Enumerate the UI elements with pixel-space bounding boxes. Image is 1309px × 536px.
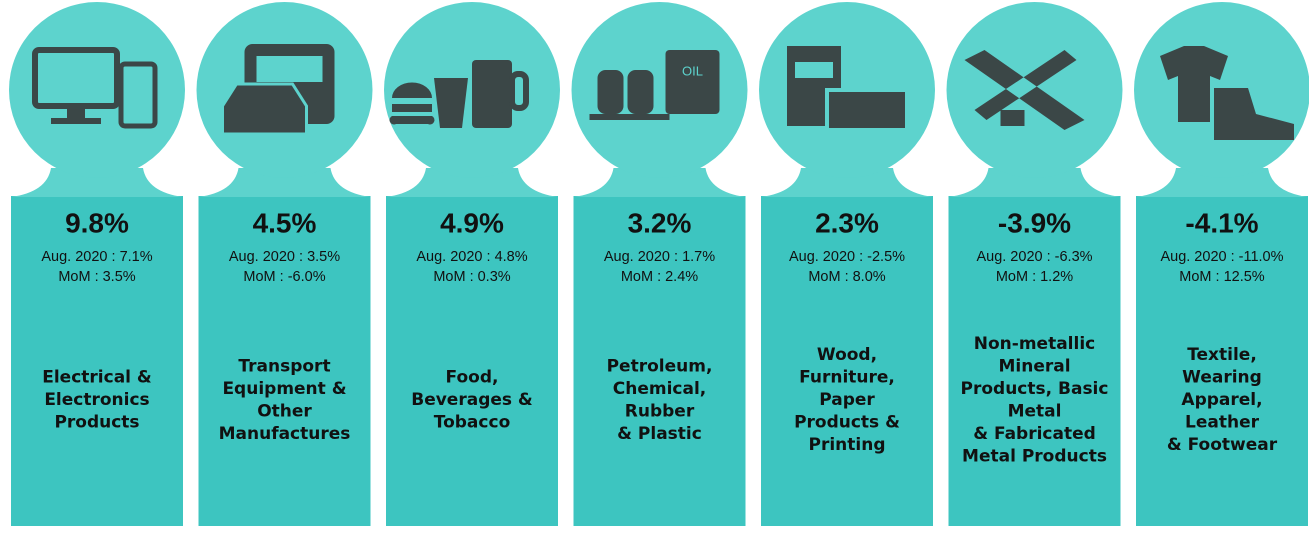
icon [795,62,833,78]
growth-value: 4.9% [440,207,504,238]
sector-label: Petroleum, [607,356,713,376]
sector-label: & Plastic [617,424,702,444]
icon [1160,46,1228,122]
card-neck [1136,168,1308,197]
icon [256,56,323,82]
sector-label: Rubber [625,401,695,421]
sector-label: Food, [446,368,499,388]
card-neck [11,168,183,197]
card-body [198,196,371,526]
card-head [9,2,185,178]
sector-label: Metal [1008,401,1062,421]
icon [67,106,85,120]
sector-label: Non-metallic [974,334,1095,354]
icon [509,71,529,111]
sector-label: Textile, [1187,345,1257,365]
aug-value: Aug. 2020 : 7.1% [41,249,152,265]
sector-label: Furniture, [799,368,895,388]
sector-label: Electronics [44,390,149,410]
aug-value: Aug. 2020 : 1.7% [604,249,715,265]
sector-label: Wearing [1182,368,1262,388]
aug-value: Aug. 2020 : -11.0% [1160,249,1283,265]
sector-label: Tobacco [434,413,511,433]
growth-value: -3.9% [998,207,1071,238]
card: 4.9% Aug. 2020 : 4.8% MoM : 0.3% Food,Bever… [384,2,560,526]
sector-label: Products, Basic [961,379,1109,399]
icon [1214,88,1294,140]
icon [825,88,909,132]
sector-label: Leather [1185,413,1260,433]
icon [627,70,654,114]
card-body [386,196,558,526]
aug-value: Aug. 2020 : 3.5% [229,249,340,265]
card-neck [573,168,746,197]
mom-value: MoM : 3.5% [58,269,135,285]
icon [665,50,720,114]
card-neck [761,168,933,197]
aug-value: Aug. 2020 : -6.3% [976,249,1092,265]
mom-value: MoM : 1.2% [996,269,1073,285]
sector-label: Products & [794,413,900,433]
icon-text: OIL [682,63,703,78]
icon [1000,110,1025,126]
sector-label: Equipment & [222,379,346,399]
aug-value: Aug. 2020 : -2.5% [789,249,905,265]
icon [597,70,624,114]
growth-value: 9.8% [65,207,129,238]
mom-value: MoM : -6.0% [243,269,325,285]
sector-label: Metal Products [962,446,1107,466]
icon [51,118,101,124]
sector-label: & Footwear [1167,435,1278,455]
sector-label: Manufactures [219,424,351,444]
sector-label: Transport [238,356,330,376]
sector-label: & Fabricated [973,424,1096,444]
sector-label: Printing [809,435,886,455]
card-body [948,196,1121,526]
sector-label: Products [54,413,139,433]
icon [472,60,512,128]
card-neck [948,168,1121,197]
card: -4.1% Aug. 2020 : -11.0% MoM : 12.5% Textil… [1134,2,1309,526]
icon [964,50,1085,130]
card-neck [386,168,558,197]
sector-label: Other [257,401,312,421]
card-head [571,2,748,178]
icon [221,82,308,136]
card-body [11,196,183,526]
card: 4.5% Aug. 2020 : 3.5% MoM : -6.0% Transport… [196,2,373,526]
card: OIL 3.2% Aug. 2020 : 1.7% MoM : 2.4% Petrole… [571,2,748,526]
growth-value: 3.2% [628,207,692,238]
sector-label: Beverages & [411,390,533,410]
icon [118,61,158,129]
growth-value: -4.1% [1185,207,1258,238]
card-body [761,196,933,526]
card-body [1136,196,1308,526]
card: -3.9% Aug. 2020 : -6.3% MoM : 1.2% Non-meta… [946,2,1123,526]
sector-label: Electrical & [42,368,152,388]
growth-value: 2.3% [815,207,879,238]
sector-label: Apparel, [1181,390,1262,410]
icon [434,78,468,128]
sector-label: Paper [819,390,875,410]
sector-label: Wood, [817,345,877,365]
sector-label: Chemical, [613,379,706,399]
icon [389,82,435,125]
card-body [573,196,746,526]
card-neck [198,168,371,197]
growth-value: 4.5% [253,207,317,238]
sector-label: Mineral [998,356,1070,376]
aug-value: Aug. 2020 : 4.8% [416,249,527,265]
mom-value: MoM : 12.5% [1179,269,1265,285]
icon [589,114,670,120]
card: 2.3% Aug. 2020 : -2.5% MoM : 8.0% Wood, Furn… [759,2,935,526]
card: 9.8% Aug. 2020 : 7.1% MoM : 3.5% Electrical… [9,2,185,526]
mom-value: MoM : 0.3% [433,269,510,285]
mom-value: MoM : 8.0% [808,269,885,285]
mom-value: MoM : 2.4% [621,269,698,285]
